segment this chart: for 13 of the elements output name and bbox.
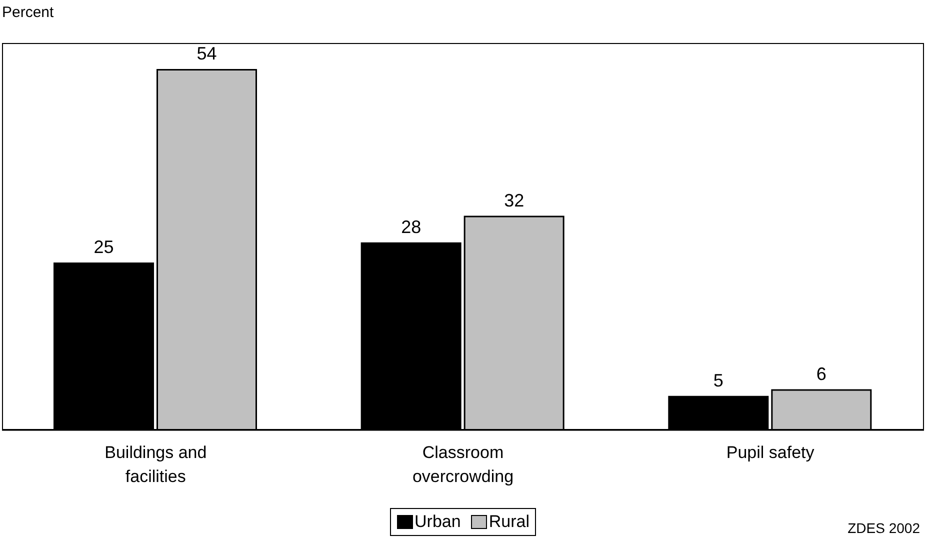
x-tick-label: Classroom overcrowding [412,443,514,486]
data-label: 28 [401,217,422,238]
data-label: 6 [816,364,826,384]
data-label: 32 [504,190,524,210]
text: ZDES 2002 [848,520,920,536]
data-label: 25 [94,237,114,258]
legend-label: Urban [414,512,461,532]
x-tick-label: Pupil safety [726,443,815,462]
x-tick-label: Buildings and facilities [104,443,207,486]
data-label: 5 [713,370,724,391]
legend-label: Rural [488,512,530,532]
y-axis-title: Percent [2,4,54,21]
data-label: 54 [196,44,217,64]
